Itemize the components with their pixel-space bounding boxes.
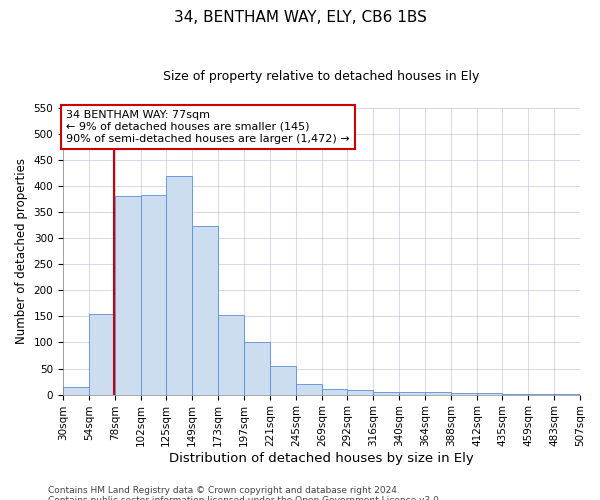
Bar <box>166 176 192 394</box>
Bar <box>89 314 115 394</box>
Bar <box>296 384 322 394</box>
Bar <box>141 195 166 394</box>
X-axis label: Distribution of detached houses by size in Ely: Distribution of detached houses by size … <box>169 452 474 465</box>
Bar <box>63 387 89 394</box>
Title: Size of property relative to detached houses in Ely: Size of property relative to detached ho… <box>163 70 480 83</box>
Text: Contains public sector information licensed under the Open Government Licence v3: Contains public sector information licen… <box>48 496 442 500</box>
Bar <box>373 392 399 394</box>
Bar <box>218 316 244 394</box>
Text: 34 BENTHAM WAY: 77sqm
← 9% of detached houses are smaller (145)
90% of semi-deta: 34 BENTHAM WAY: 77sqm ← 9% of detached h… <box>66 110 350 144</box>
Bar <box>270 366 296 394</box>
Bar <box>425 392 451 394</box>
Bar <box>192 226 218 394</box>
Y-axis label: Number of detached properties: Number of detached properties <box>15 158 28 344</box>
Text: 34, BENTHAM WAY, ELY, CB6 1BS: 34, BENTHAM WAY, ELY, CB6 1BS <box>173 10 427 25</box>
Bar <box>399 392 425 394</box>
Bar <box>115 196 141 394</box>
Bar <box>244 342 270 394</box>
Bar <box>322 390 347 394</box>
Bar <box>477 393 502 394</box>
Bar <box>451 392 477 394</box>
Bar <box>347 390 373 394</box>
Text: Contains HM Land Registry data © Crown copyright and database right 2024.: Contains HM Land Registry data © Crown c… <box>48 486 400 495</box>
